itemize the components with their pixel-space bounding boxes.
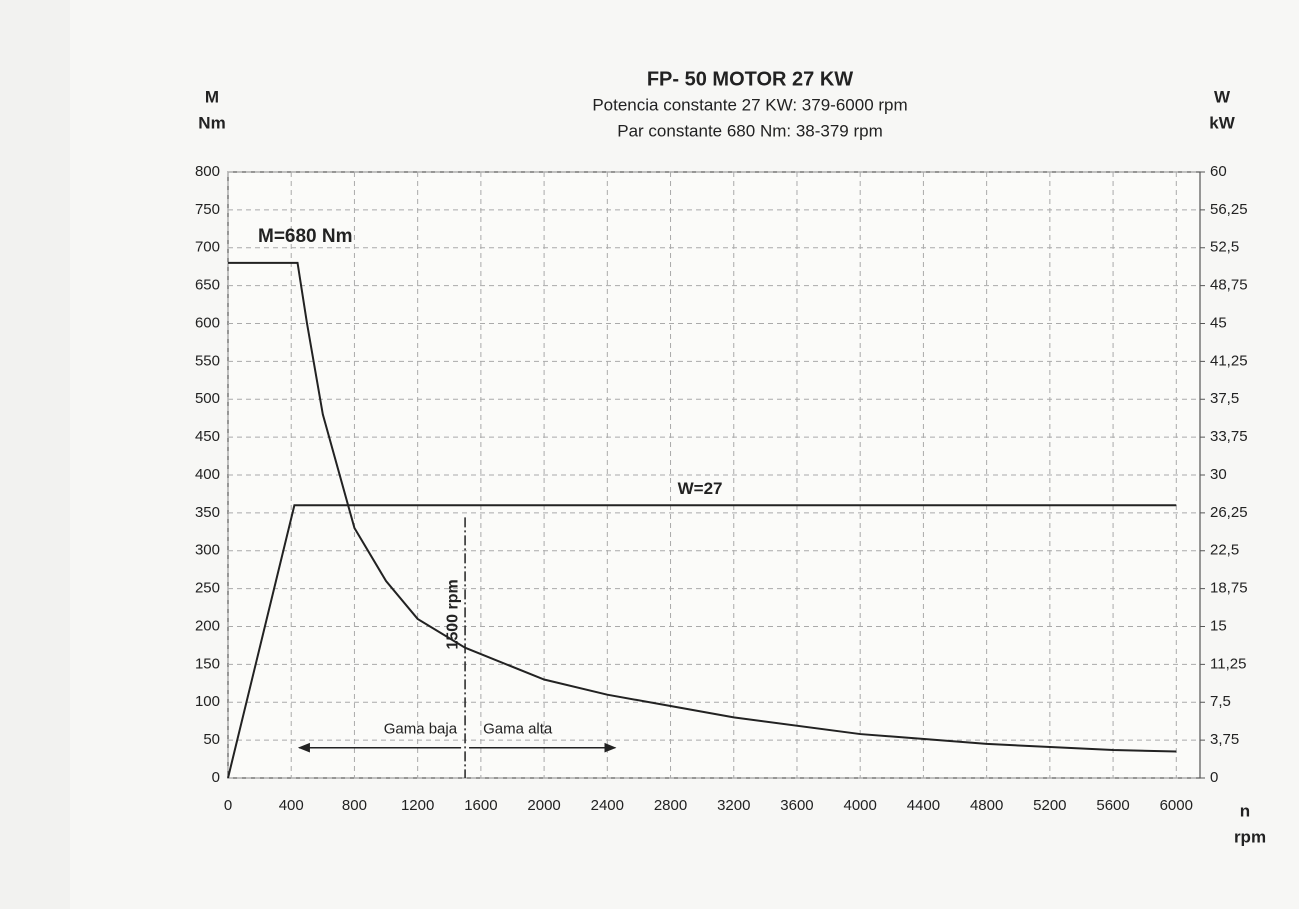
y2-tick-label: 41,25 <box>1210 352 1248 369</box>
chart-title: FP- 50 MOTOR 27 KW <box>647 68 853 90</box>
subtitle: Potencia constante 27 KW: 379-6000 rpm <box>592 95 907 114</box>
x-tick-label: 3200 <box>717 797 750 814</box>
x-tick-label: 2800 <box>654 797 687 814</box>
y2-tick-label: 30 <box>1210 466 1227 483</box>
y2-tick-label: 60 <box>1210 163 1227 180</box>
y2-tick-label: 56,25 <box>1210 201 1248 218</box>
x-tick-label: 5600 <box>1096 797 1129 814</box>
y2-axis-label: W <box>1214 87 1231 106</box>
x-tick-label: 800 <box>342 797 367 814</box>
y2-tick-label: 22,5 <box>1210 542 1239 559</box>
range-label: Gama baja <box>384 721 458 738</box>
y-tick-label: 100 <box>195 693 220 710</box>
y-axis-label: Nm <box>198 113 225 132</box>
y-tick-label: 250 <box>195 580 220 597</box>
y2-tick-label: 26,25 <box>1210 504 1248 521</box>
x-tick-label: 4000 <box>844 797 877 814</box>
subtitle: Par constante 680 Nm: 38-379 rpm <box>617 121 883 140</box>
x-tick-label: 5200 <box>1033 797 1066 814</box>
y2-tick-label: 33,75 <box>1210 428 1248 445</box>
y-tick-label: 0 <box>212 769 220 786</box>
series-line <box>228 261 1177 753</box>
series-label: W=27 <box>678 479 723 498</box>
y-tick-label: 300 <box>195 542 220 559</box>
y-tick-label: 450 <box>195 428 220 445</box>
x-tick-label: 400 <box>279 797 304 814</box>
y-tick-label: 550 <box>195 352 220 369</box>
y2-tick-label: 37,5 <box>1210 390 1239 407</box>
y2-tick-label: 3,75 <box>1210 731 1239 748</box>
x-axis-label: rpm <box>1234 827 1266 846</box>
range-label: Gama alta <box>483 721 553 738</box>
marker-label: 1500 rpm <box>444 579 461 649</box>
x-tick-label: 6000 <box>1160 797 1193 814</box>
y2-tick-label: 45 <box>1210 314 1227 331</box>
y-tick-label: 800 <box>195 163 220 180</box>
y2-tick-label: 18,75 <box>1210 580 1248 597</box>
y-tick-label: 700 <box>195 239 220 256</box>
y2-tick-label: 11,25 <box>1210 655 1246 672</box>
y2-tick-label: 52,5 <box>1210 239 1239 256</box>
y-tick-label: 50 <box>203 731 220 748</box>
x-tick-label: 4800 <box>970 797 1003 814</box>
y-tick-label: 750 <box>195 201 220 218</box>
y-tick-label: 500 <box>195 390 220 407</box>
y2-tick-label: 0 <box>1210 769 1218 786</box>
x-tick-label: 4400 <box>907 797 940 814</box>
y2-tick-label: 15 <box>1210 617 1227 634</box>
y-axis-label: M <box>205 87 219 106</box>
x-axis-label: n <box>1240 801 1250 820</box>
y-tick-label: 350 <box>195 504 220 521</box>
x-tick-label: 1200 <box>401 797 434 814</box>
x-tick-label: 2400 <box>591 797 624 814</box>
y2-tick-label: 7,5 <box>1210 693 1231 710</box>
y2-tick-label: 48,75 <box>1210 277 1248 294</box>
x-tick-label: 1600 <box>464 797 497 814</box>
x-tick-label: 3600 <box>780 797 813 814</box>
y-tick-label: 400 <box>195 466 220 483</box>
series-label: M=680 Nm <box>258 226 353 247</box>
y-tick-label: 200 <box>195 617 220 634</box>
x-tick-label: 2000 <box>527 797 560 814</box>
y2-axis-label: kW <box>1209 113 1235 132</box>
x-tick-label: 0 <box>224 797 232 814</box>
y-tick-label: 650 <box>195 277 220 294</box>
series-line <box>227 504 1177 779</box>
y-tick-label: 150 <box>195 655 220 672</box>
y-tick-label: 600 <box>195 314 220 331</box>
